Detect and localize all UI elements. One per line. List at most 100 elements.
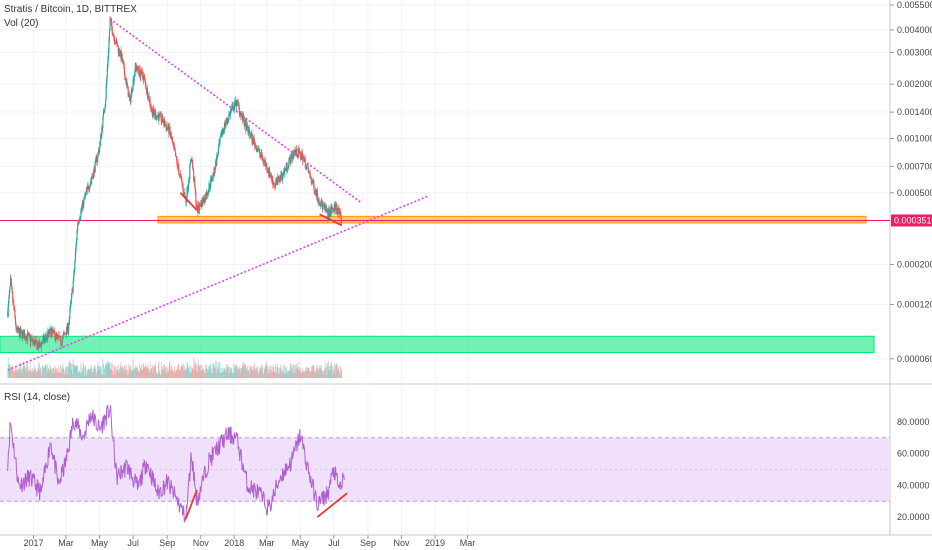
candle-body	[189, 165, 191, 179]
candle-body	[282, 175, 284, 180]
candle-body	[211, 178, 213, 181]
volume-bar	[203, 368, 204, 378]
volume-bar	[70, 369, 72, 378]
candle-body	[10, 278, 12, 283]
candle-body	[132, 88, 134, 93]
volume-bar	[249, 373, 251, 378]
candle-body	[80, 210, 82, 217]
candle-body	[123, 63, 125, 66]
candle-body	[273, 185, 276, 187]
candle-body	[233, 105, 235, 110]
volume-bar	[272, 367, 274, 378]
volume-bar	[255, 368, 257, 378]
volume-bar	[338, 372, 340, 378]
volume-bar	[156, 373, 158, 378]
volume-bar	[137, 368, 138, 378]
candle-body	[155, 118, 157, 119]
candle-body	[74, 261, 76, 270]
volume-bar	[188, 368, 190, 378]
time-tick-label: May	[292, 538, 310, 548]
candle-body	[206, 192, 208, 196]
rsi-legend: RSI (14, close)	[4, 392, 71, 403]
zones-layer	[0, 215, 875, 354]
volume-bar	[337, 370, 339, 378]
volume-bar	[77, 372, 79, 378]
volume-bar	[222, 371, 224, 378]
candle-body	[139, 68, 141, 77]
candle-body	[237, 100, 239, 102]
candle-body	[160, 113, 162, 114]
candle-body	[277, 176, 279, 182]
price-tick-label: 0.00200000	[897, 79, 932, 89]
candle-body	[238, 105, 240, 114]
candle-body	[125, 78, 127, 85]
volume-bar	[230, 369, 231, 378]
volume-bar	[55, 371, 57, 378]
candle-body	[62, 336, 64, 340]
volume-bar	[311, 371, 313, 378]
candle-body	[288, 157, 290, 162]
volume-bar	[70, 362, 71, 378]
candle-body	[209, 183, 211, 188]
volume-bar	[17, 369, 19, 378]
volume-bar	[136, 365, 138, 378]
candle-body	[55, 338, 57, 341]
volume-bar	[249, 366, 251, 378]
volume-bar	[226, 364, 228, 378]
candle-body	[188, 181, 190, 186]
volume-bar	[225, 369, 227, 378]
volume-bar	[100, 365, 102, 378]
volume-bar	[204, 373, 206, 378]
candle-body	[282, 171, 284, 176]
volume-bar	[123, 366, 125, 378]
candle-body	[81, 206, 83, 210]
candle-body	[159, 113, 161, 115]
volume-bar	[40, 367, 42, 378]
candle-body	[217, 154, 219, 157]
volume-bar	[298, 370, 300, 378]
volume-bar	[208, 366, 209, 378]
volume-bar	[132, 359, 134, 378]
volume-bar	[209, 365, 211, 378]
volume-bar	[288, 370, 290, 378]
volume-bar	[317, 368, 319, 378]
candle-body	[105, 85, 107, 100]
volume-bar	[92, 372, 94, 378]
volume-bar	[84, 366, 86, 378]
volume-bar	[149, 372, 151, 378]
volume-bar	[280, 364, 281, 378]
volume-bar	[39, 368, 41, 378]
volume-bar	[125, 369, 126, 378]
volume-bar	[27, 361, 28, 378]
candle-body	[286, 162, 288, 168]
candle-body	[30, 338, 32, 343]
volume-bar	[110, 368, 112, 378]
volume-bar	[87, 369, 89, 378]
volume-bar	[186, 361, 188, 378]
volume-bar	[117, 366, 119, 378]
volume-bar	[91, 368, 93, 378]
price-tick-label: 0.00006000	[897, 354, 932, 364]
volume-bar	[150, 370, 152, 378]
candle-body	[143, 75, 145, 77]
volume-bar	[88, 367, 90, 378]
candle-body	[136, 69, 138, 71]
candle-body	[309, 172, 311, 174]
candle-body	[110, 18, 112, 21]
volume-bar	[193, 368, 195, 378]
candle-body	[165, 124, 167, 126]
volume-bar	[144, 366, 146, 378]
volume-bar	[182, 365, 184, 378]
volume-bar	[191, 366, 193, 378]
volume-bar	[20, 364, 22, 378]
volume-bar	[7, 370, 9, 378]
candle-body	[247, 125, 249, 129]
volume-bar	[242, 363, 244, 378]
volume-bar	[23, 363, 25, 378]
candle-body	[102, 111, 104, 117]
candle-body	[178, 168, 180, 175]
volume-bar	[11, 369, 13, 378]
price-panel[interactable]	[0, 0, 890, 378]
volume-bar	[204, 369, 206, 378]
volume-bar	[51, 369, 53, 378]
